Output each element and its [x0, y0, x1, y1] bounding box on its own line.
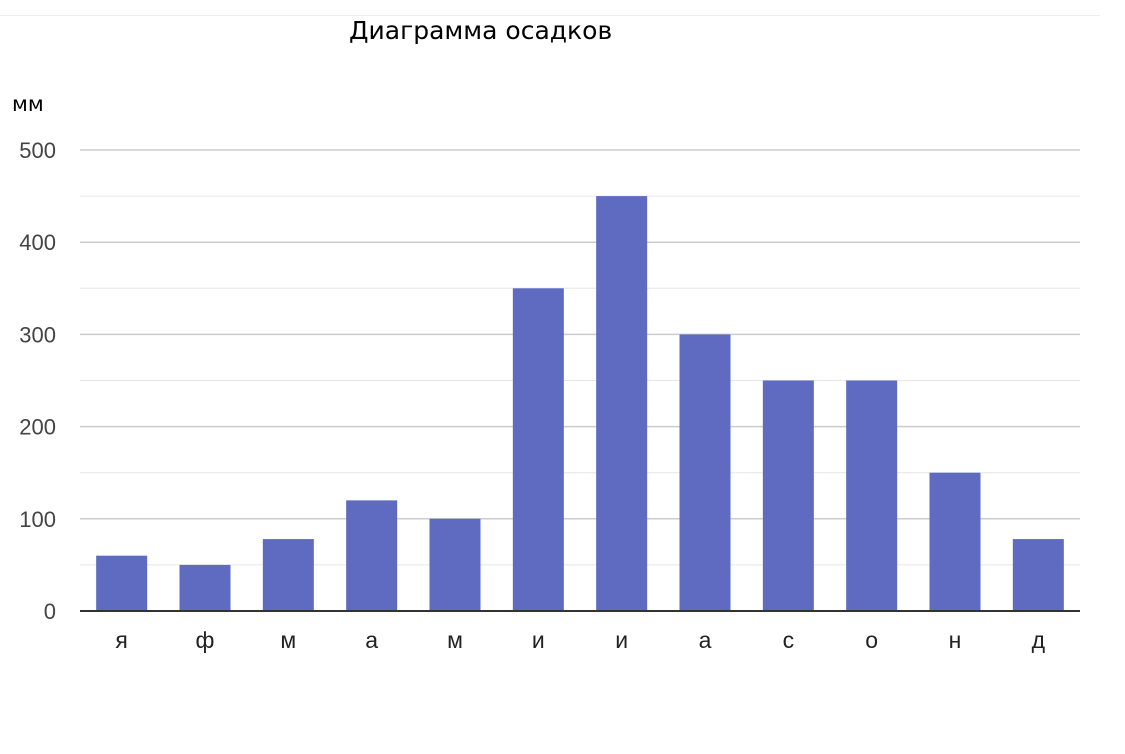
x-tick-label: а: [699, 627, 712, 653]
grid-lines: [80, 149, 1080, 566]
y-tick-label: 100: [19, 507, 56, 532]
x-tick-label: м: [447, 627, 463, 653]
bar: [679, 334, 731, 611]
x-tick-label: м: [280, 627, 296, 653]
x-tick-label: с: [783, 627, 795, 653]
x-tick-label: н: [949, 627, 962, 653]
bar: [262, 539, 314, 611]
bar: [929, 472, 981, 611]
chart-title: Диаграмма осадков: [349, 16, 613, 45]
y-axis-unit-label: мм: [12, 92, 44, 116]
bar: [512, 288, 564, 611]
top-divider: [0, 15, 1100, 16]
x-tick-label: я: [115, 627, 127, 653]
bar: [179, 564, 231, 611]
bar: [96, 555, 148, 611]
x-tick-label: и: [532, 627, 545, 653]
y-tick-label: 200: [19, 415, 56, 440]
y-tick-labels: 0 100 200 300 400 500: [19, 138, 56, 624]
bars: [96, 196, 1064, 611]
bar: [429, 518, 481, 611]
y-tick-label: 500: [19, 138, 56, 163]
bar: [1012, 539, 1064, 611]
y-tick-label: 300: [19, 322, 56, 347]
bar: [596, 196, 648, 611]
y-tick-label: 0: [44, 599, 56, 624]
x-tick-label: ф: [196, 627, 215, 653]
x-tick-label: д: [1032, 627, 1046, 653]
x-tick-label: о: [865, 627, 878, 653]
x-tick-label: и: [615, 627, 628, 653]
bar: [346, 500, 398, 611]
x-tick-label: а: [365, 627, 378, 653]
y-tick-label: 400: [19, 230, 56, 255]
bar: [846, 380, 898, 611]
bar: [762, 380, 814, 611]
